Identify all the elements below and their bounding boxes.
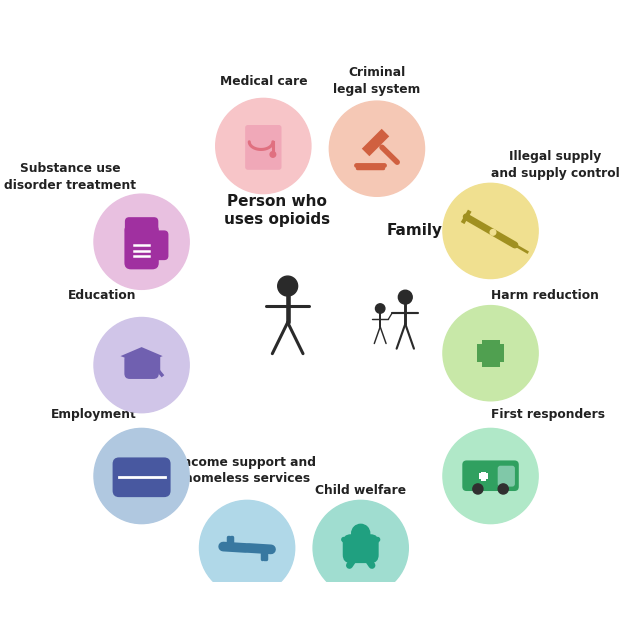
Text: Illegal supply
and supply control: Illegal supply and supply control — [491, 150, 619, 180]
Bar — [479, 473, 488, 479]
FancyBboxPatch shape — [245, 125, 282, 170]
Circle shape — [94, 317, 189, 413]
Circle shape — [278, 276, 297, 296]
FancyBboxPatch shape — [462, 460, 518, 491]
Text: Person who
uses opioids: Person who uses opioids — [224, 193, 330, 227]
Polygon shape — [362, 129, 389, 156]
FancyBboxPatch shape — [113, 457, 171, 497]
FancyBboxPatch shape — [343, 534, 379, 563]
Text: Income support and
homeless services: Income support and homeless services — [178, 456, 316, 485]
Circle shape — [398, 290, 412, 304]
Circle shape — [443, 429, 538, 524]
Text: Education: Education — [67, 289, 136, 302]
Circle shape — [94, 194, 189, 289]
Circle shape — [375, 304, 385, 313]
Circle shape — [443, 305, 538, 401]
Polygon shape — [120, 347, 163, 364]
Text: First responders: First responders — [491, 409, 605, 421]
Circle shape — [270, 152, 276, 157]
FancyBboxPatch shape — [498, 466, 515, 486]
Circle shape — [498, 484, 508, 494]
Text: Family: Family — [387, 223, 443, 238]
Text: Criminal
legal system: Criminal legal system — [333, 67, 421, 96]
Circle shape — [94, 429, 189, 524]
FancyBboxPatch shape — [124, 224, 159, 269]
Text: Harm reduction: Harm reduction — [491, 289, 598, 302]
Bar — [481, 340, 500, 366]
Text: Employment: Employment — [50, 409, 136, 421]
Circle shape — [215, 98, 311, 193]
Text: Child welfare: Child welfare — [315, 484, 406, 497]
Circle shape — [443, 183, 538, 279]
Circle shape — [352, 524, 370, 542]
Circle shape — [200, 500, 295, 596]
Bar — [477, 344, 504, 362]
FancyBboxPatch shape — [125, 217, 158, 235]
Circle shape — [313, 500, 408, 596]
Circle shape — [329, 101, 425, 197]
Text: Medical care: Medical care — [219, 75, 307, 88]
FancyBboxPatch shape — [124, 354, 159, 379]
FancyBboxPatch shape — [145, 230, 168, 260]
Bar — [481, 471, 486, 481]
Text: Substance use
disorder treatment: Substance use disorder treatment — [4, 162, 136, 192]
Circle shape — [490, 230, 496, 235]
Circle shape — [473, 484, 483, 494]
